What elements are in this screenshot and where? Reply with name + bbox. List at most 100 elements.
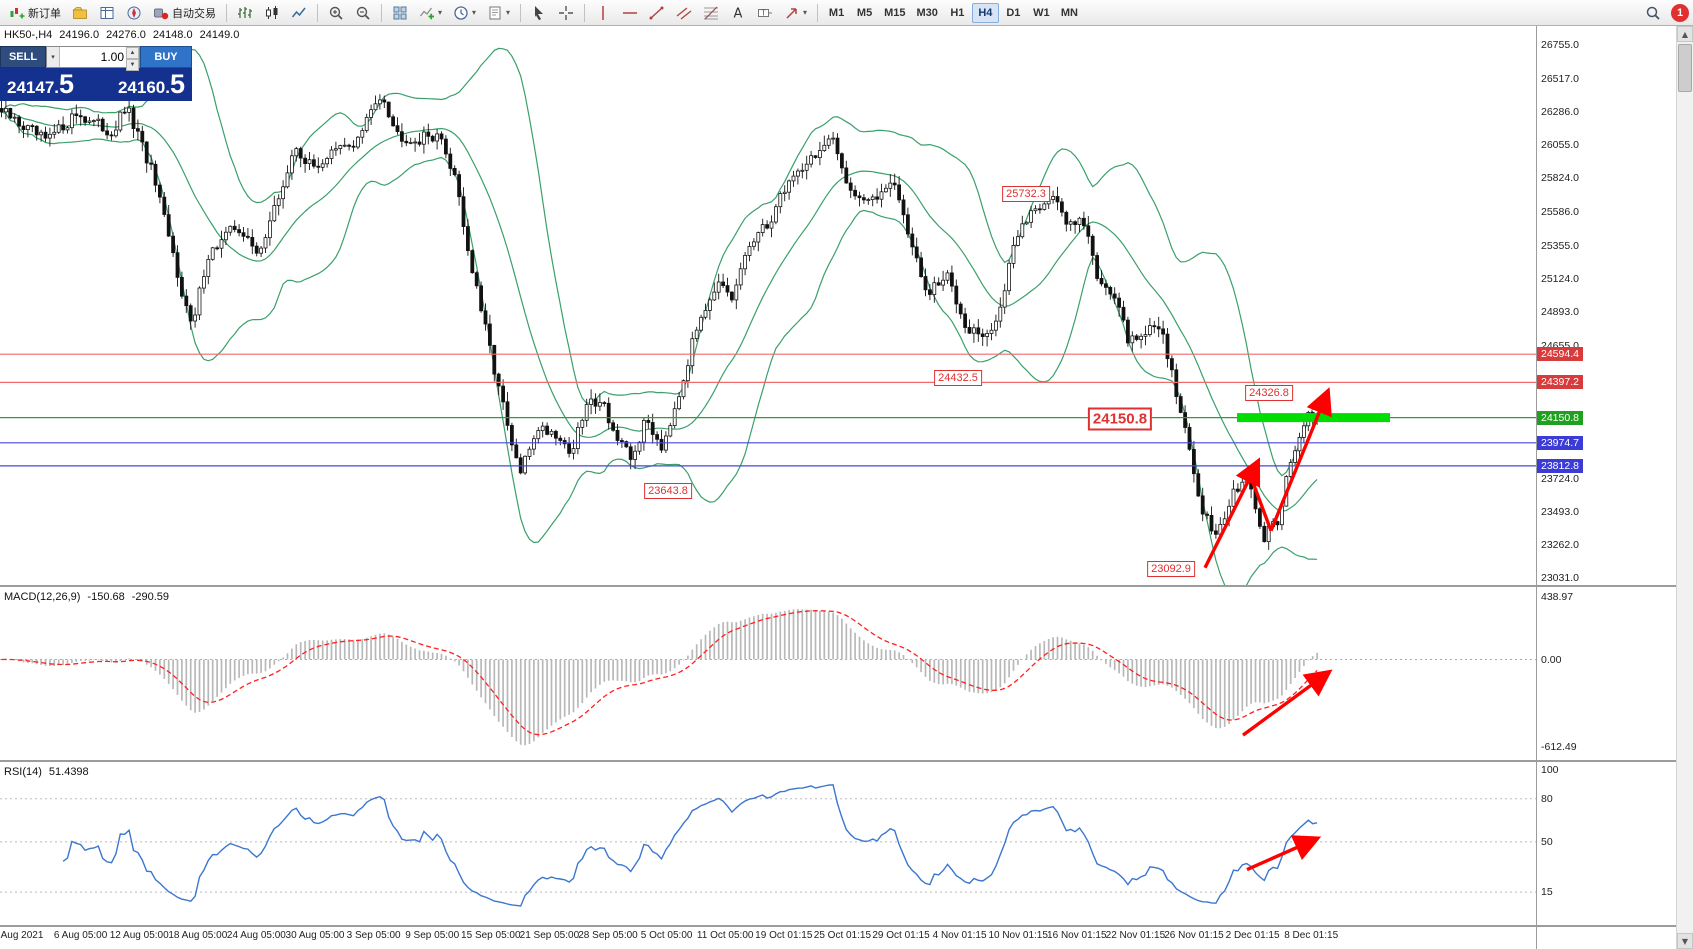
chart-title: HK50-,H4 24196.0 24276.0 24148.0 24149.0: [4, 29, 239, 41]
timeframe-button-m5[interactable]: M5: [851, 3, 878, 23]
macd-histogram: [5, 609, 1318, 746]
toolbar-separator: [817, 3, 819, 22]
text-button[interactable]: A: [725, 2, 751, 24]
ohlc-close: 24149.0: [199, 29, 240, 41]
scroll-down-button[interactable]: ▼: [1677, 933, 1693, 949]
fibonacci-button[interactable]: [698, 2, 724, 24]
volume-down-button[interactable]: ▼: [126, 59, 139, 71]
volume-up-button[interactable]: ▲: [126, 47, 139, 59]
buy-button[interactable]: BUY: [140, 46, 192, 68]
volume-field: ▾ ▲ ▼: [46, 46, 140, 71]
search-button[interactable]: [1640, 2, 1666, 24]
trend-arrows[interactable]: [1203, 387, 1333, 872]
sell-price-main: 24147.: [7, 78, 59, 97]
trendline-icon: [649, 6, 664, 19]
zoom-out-icon: [356, 6, 370, 20]
dropdown-caret: ▾: [472, 8, 477, 17]
toolbar-separator: [381, 3, 382, 22]
timeframe-button-d1[interactable]: D1: [1000, 3, 1027, 23]
buy-price-big-digit: 5: [169, 69, 185, 99]
channel-icon: [676, 6, 692, 20]
auto-trading-label: 自动交易: [172, 7, 216, 20]
zoom-out-button[interactable]: [350, 2, 376, 24]
timeframe-button-w1[interactable]: W1: [1028, 3, 1055, 23]
arrow-tools-button[interactable]: ▾: [779, 2, 812, 24]
navigator-button[interactable]: [121, 2, 147, 24]
timeframe-button-m1[interactable]: M1: [823, 3, 850, 23]
dropdown-caret: ▾: [438, 8, 443, 17]
indicators-button[interactable]: ▾: [414, 2, 447, 24]
label-button[interactable]: T: [752, 2, 778, 24]
trend-arrow[interactable]: [1269, 387, 1332, 532]
vertical-line-button[interactable]: [590, 2, 616, 24]
price-axis-border: [1536, 26, 1537, 949]
new-order-button[interactable]: 新订单: [4, 2, 66, 24]
auto-trading-button[interactable]: 自动交易: [148, 2, 221, 24]
periods-button[interactable]: ▾: [448, 2, 481, 24]
volume-spinner: ▲ ▼: [126, 47, 139, 71]
templates-button[interactable]: ▾: [482, 2, 515, 24]
macd-value-signal: -290.59: [131, 591, 170, 603]
volume-preset-dropdown[interactable]: ▾: [47, 47, 60, 67]
sell-button[interactable]: SELL: [0, 46, 46, 68]
rsi-panel-resize-handle[interactable]: [0, 760, 1693, 762]
macd-signal-line: [1, 610, 1318, 736]
macd-panel-resize-handle[interactable]: [0, 585, 1693, 587]
navigator-icon: [127, 6, 141, 19]
rsi-name: RSI(14): [4, 766, 42, 778]
timeframe-button-m15[interactable]: M15: [879, 3, 910, 23]
ohlc-low: 24148.0: [152, 29, 193, 41]
timeframe-button-m30[interactable]: M30: [911, 3, 942, 23]
macd-label: MACD(12,26,9) -150.68 -290.59: [4, 591, 169, 603]
tile-windows-icon: [393, 6, 407, 19]
line-chart-button[interactable]: [286, 2, 312, 24]
candlestick-chart[interactable]: [0, 47, 1536, 594]
cursor-icon: [535, 5, 544, 20]
scroll-up-button[interactable]: ▲: [1677, 26, 1693, 42]
tile-windows-button[interactable]: [387, 2, 413, 24]
trendline-button[interactable]: [644, 2, 670, 24]
horizontal-line-icon: [623, 11, 638, 14]
channel-button[interactable]: [671, 2, 697, 24]
one-click-trading-panel: SELL ▾ ▲ ▼ BUY 24147.5 24160.5: [0, 46, 192, 101]
rsi-value: 51.4398: [48, 766, 89, 778]
toolbar: 新订单 自动交易 ▾ ▾ ▾: [0, 0, 1693, 26]
scrollbar-thumb[interactable]: [1678, 44, 1692, 92]
crosshair-button[interactable]: [553, 2, 579, 24]
volume-input[interactable]: [60, 47, 126, 67]
timeframe-button-h4[interactable]: H4: [971, 2, 999, 23]
trade-panel-top-row: SELL ▾ ▲ ▼ BUY: [0, 46, 192, 71]
trend-arrow[interactable]: [1246, 835, 1322, 872]
rsi-panel: [0, 784, 1536, 907]
trend-arrow[interactable]: [1246, 468, 1273, 532]
horizontal-line-button[interactable]: [617, 2, 643, 24]
line-chart-icon: [291, 7, 306, 17]
profiles-button[interactable]: [67, 2, 93, 24]
toolbar-separator: [584, 3, 586, 22]
sell-price[interactable]: 24147. 5: [7, 71, 74, 98]
macd-name: MACD(12,26,9): [4, 591, 81, 603]
notifications-button[interactable]: 1: [1671, 3, 1689, 22]
periods-icon: [454, 5, 468, 20]
rsi-line: [62, 784, 1318, 907]
vertical-scrollbar[interactable]: ▲ ▼: [1676, 26, 1693, 949]
profiles-icon: [72, 6, 87, 19]
auto-trading-icon: [154, 8, 169, 19]
data-window-button[interactable]: [94, 2, 120, 24]
trend-arrow[interactable]: [1241, 669, 1333, 737]
new-order-icon: [10, 7, 25, 18]
timeframe-button-h1[interactable]: H1: [944, 3, 971, 23]
buy-price[interactable]: 24160. 5: [118, 71, 185, 98]
bar-chart-button[interactable]: [232, 2, 258, 24]
vertical-line-icon: [602, 5, 604, 20]
trend-arrow[interactable]: [1203, 457, 1261, 569]
cursor-button[interactable]: [526, 2, 552, 24]
timeframe-button-mn[interactable]: MN: [1056, 3, 1083, 23]
candlestick-chart-button[interactable]: [259, 2, 285, 24]
green-zone-rect[interactable]: [1237, 413, 1390, 423]
ohlc-open: 24196.0: [59, 29, 100, 41]
rsi-label: RSI(14) 51.4398: [4, 766, 89, 778]
zoom-in-button[interactable]: [323, 2, 349, 24]
bollinger-bands: [1, 47, 1318, 585]
